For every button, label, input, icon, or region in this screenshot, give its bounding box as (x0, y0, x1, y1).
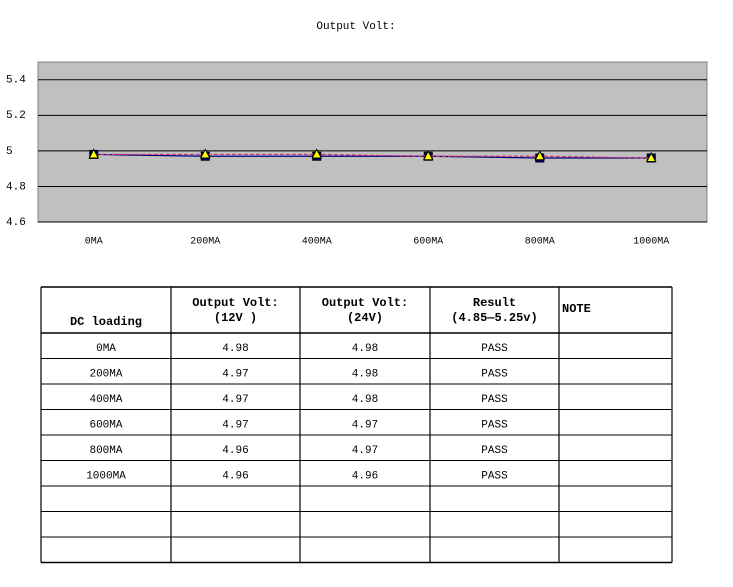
table-cell: 4.96 (222, 471, 248, 483)
y-tick-label: 4.6 (6, 217, 26, 229)
table-cell: PASS (481, 445, 508, 457)
table-header: Result (473, 296, 516, 310)
table-cell: PASS (481, 420, 508, 432)
y-tick-label: 5.4 (6, 75, 26, 87)
table-cell: 4.97 (352, 420, 378, 432)
x-tick-label: 400MA (302, 237, 332, 248)
table-cell: PASS (481, 343, 508, 355)
table-cell: 4.98 (352, 369, 378, 381)
plot-area (37, 61, 708, 223)
marker (311, 148, 323, 159)
series-line (93, 153, 652, 159)
x-tick-label: 600MA (413, 237, 443, 248)
table-cell: 1000MA (86, 471, 126, 483)
table-cell: 4.98 (222, 343, 248, 355)
x-tick-label: 0MA (85, 237, 103, 248)
table-cell: 200MA (89, 369, 122, 381)
table-cell: 4.96 (222, 445, 248, 457)
table-cell: PASS (481, 471, 508, 483)
marker (88, 148, 100, 159)
table-header: (12V ) (214, 311, 257, 325)
table-cell: 4.97 (222, 394, 248, 406)
chart-title: Output Volt: (316, 21, 395, 33)
table-cell: 4.98 (352, 343, 378, 355)
marker (199, 148, 211, 159)
table-header: NOTE (562, 302, 591, 316)
x-tick-label: 1000MA (633, 237, 669, 248)
table-header: Output Volt: (322, 296, 408, 310)
table-header: DC loading (70, 315, 142, 329)
table-cell: 800MA (89, 445, 122, 457)
table-header: Output Volt: (192, 296, 278, 310)
table-cell: PASS (481, 369, 508, 381)
x-tick-label: 200MA (190, 237, 220, 248)
table-cell: 0MA (96, 343, 116, 355)
table-cell: PASS (481, 394, 508, 406)
table-cell: 600MA (89, 420, 122, 432)
table-cell: 400MA (89, 394, 122, 406)
table-cell: 4.97 (352, 445, 378, 457)
y-tick-label: 5.2 (6, 110, 26, 122)
table-header: (24V) (347, 311, 383, 325)
table-header: (4.85—5.25v) (451, 311, 537, 325)
marker (422, 150, 434, 161)
y-tick-label: 5 (6, 146, 13, 158)
marker (645, 151, 657, 162)
y-tick-label: 4.8 (6, 181, 26, 193)
series-line (93, 153, 652, 159)
marker (534, 150, 546, 161)
table-cell: 4.97 (222, 420, 248, 432)
table-cell: 4.96 (352, 471, 378, 483)
table-cell: 4.97 (222, 369, 248, 381)
table-cell: 4.98 (352, 394, 378, 406)
x-tick-label: 800MA (525, 237, 555, 248)
